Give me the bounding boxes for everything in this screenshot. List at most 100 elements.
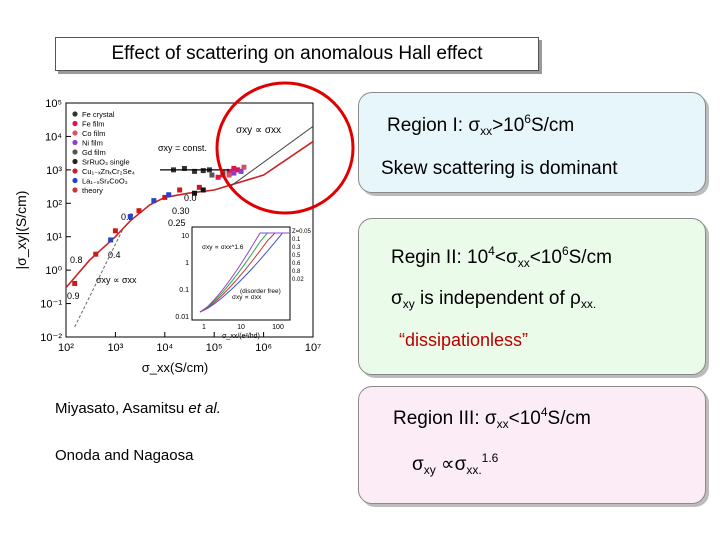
data-point: [72, 280, 78, 286]
inset-frame: [191, 226, 291, 321]
data-point: [206, 167, 212, 173]
data-point: [112, 228, 118, 234]
inset-right-label: 0.1: [292, 237, 301, 243]
data-point: [151, 198, 157, 204]
inset-x-tick: 100: [272, 324, 284, 331]
relation: <10: [529, 247, 562, 268]
annotation-value: 0.30: [172, 206, 190, 216]
sigma-symbol: σ: [484, 408, 497, 429]
annotation-value: 0.9: [67, 291, 80, 301]
data-point: [231, 170, 237, 176]
legend-entry: Ni film: [82, 139, 103, 148]
inset-right-label: 0.8: [292, 269, 301, 275]
data-point: [136, 208, 142, 214]
data-point: [181, 165, 187, 171]
legend-marker: [72, 168, 78, 174]
inset-x-label: σ_xx/(e²/hd): [222, 333, 260, 340]
x-tick-label: 10³: [107, 342, 123, 354]
region-2-line2: σxy is independent of ρxx.: [391, 288, 596, 311]
credit-line-1: Miyasato, Asamitsu et al.: [55, 400, 221, 417]
sigma-symbol: σ: [468, 115, 481, 136]
data-point: [93, 251, 99, 257]
subscript-xy: xy: [402, 297, 415, 311]
inset-right-label: 0.6: [292, 261, 301, 267]
annotation: σxy = const.: [158, 143, 207, 153]
plot-frame: [65, 102, 314, 338]
data-point: [196, 184, 202, 190]
data-point: [200, 168, 206, 174]
y-tick-label: 10²: [46, 198, 62, 210]
sigma-symbol: σ: [454, 454, 467, 475]
data-point: [108, 237, 114, 243]
data-point: [226, 172, 232, 178]
inset-curve: [199, 232, 290, 313]
y-tick-label: 10⁰: [45, 265, 62, 277]
region-1-prefix: Region I:: [387, 115, 469, 136]
legend-marker: [72, 187, 78, 193]
region-1-box: [358, 92, 706, 193]
region-2-prefix: Regin II: 10: [391, 247, 489, 268]
data-point: [127, 214, 133, 220]
exponent: 6: [524, 112, 531, 126]
y-tick-label: 10⁵: [45, 98, 62, 110]
y-tick-label: 10¹: [46, 232, 62, 244]
region-3-box: [358, 386, 706, 504]
y-tick-label: 10³: [46, 165, 62, 177]
inset-right-label: Z=0.05: [292, 229, 312, 235]
annotation-value: 0.2: [121, 212, 134, 222]
x-tick-label: 10⁴: [156, 342, 173, 354]
legend-entry: La₁₋ₓSrₓCoO₃: [82, 177, 128, 186]
exponent: 1.6: [481, 451, 499, 465]
rho-symbol: ρ: [570, 288, 581, 309]
data-point: [200, 187, 206, 193]
legend-marker: [72, 149, 78, 155]
subscript-xx: xx.: [466, 463, 482, 477]
annotation: σxy ∝ σxx: [96, 275, 137, 285]
subscript-xx: xx: [496, 417, 509, 431]
data-point: [162, 194, 168, 200]
inset-y-tick: 1: [185, 260, 189, 267]
inset-curve: [199, 232, 290, 313]
inset-x-tick: 1: [202, 324, 206, 331]
annotation-value: 0.0: [184, 193, 197, 203]
exponent: 4: [488, 244, 495, 258]
region-1-line1: Region I: σxx>106S/cm: [387, 112, 574, 138]
legend-marker: [72, 158, 78, 165]
region-3-prefix: Region III:: [393, 408, 485, 429]
dissipationless-quote: “dissipationless”: [399, 330, 529, 350]
legend-entry: SrRuO₃ single: [82, 158, 130, 167]
data-point: [235, 167, 241, 173]
slide-title: Effect of scattering on anomalous Hall e…: [55, 37, 539, 71]
subscript-xy: xy: [423, 463, 436, 477]
inset-y-tick: 0.1: [179, 287, 189, 294]
subscript-xx: xx: [517, 256, 530, 270]
legend-entry: Cu₁₋ₓZnₓCr₂Se₄: [82, 167, 135, 176]
unit: S/cm: [547, 408, 591, 429]
region-3-line2: σxy ∝σxx.1.6: [412, 451, 498, 477]
subscript-xx: xx: [480, 124, 493, 138]
guide-line-skew: [228, 125, 314, 188]
y-axis-label: |σ_xy|(S/cm): [13, 191, 29, 270]
inset-annotation: σxy ∝ σxx: [232, 294, 262, 301]
relation: >10: [492, 115, 525, 136]
sigma-symbol: σ: [505, 247, 518, 268]
data-point: [241, 164, 247, 170]
legend-marker: [72, 177, 78, 184]
credit-etal: et al.: [188, 400, 221, 417]
inset-curve: [199, 232, 290, 313]
unit: S/cm: [530, 115, 575, 136]
guide-line-linear: [74, 226, 125, 328]
data-point: [238, 168, 244, 174]
data-point: [226, 168, 232, 174]
region-2-line1: Regin II: 104<σxx<106S/cm: [391, 244, 612, 270]
exponent: 6: [561, 244, 569, 258]
x-axis-label: σ_xx(S/cm): [142, 360, 209, 375]
inset-annotation: σxy ∝ σxx^1.6: [202, 244, 244, 251]
credit-line-2: Onoda and Nagaosa: [55, 447, 194, 464]
credit-authors: Miyasato, Asamitsu: [55, 400, 189, 417]
inset-label: (disorder free): [240, 288, 281, 295]
data-point: [220, 172, 226, 178]
annotation-value: 0.8: [70, 255, 83, 265]
data-point: [166, 192, 172, 198]
data-point: [209, 172, 215, 178]
